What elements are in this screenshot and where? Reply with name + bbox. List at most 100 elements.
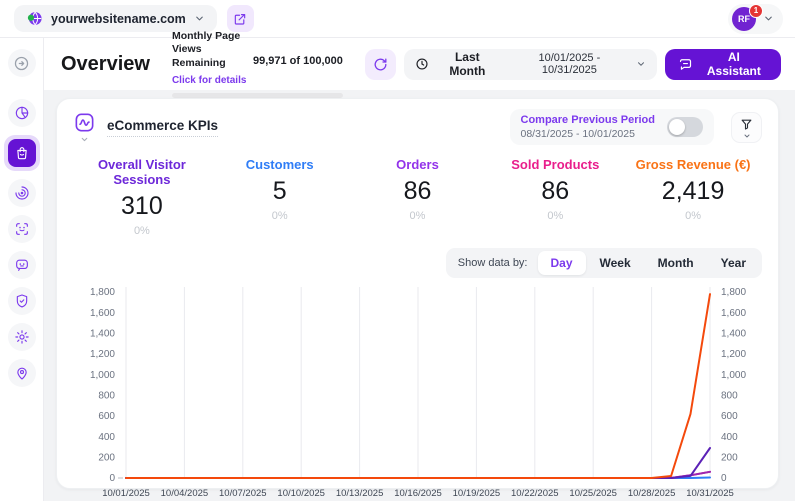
granularity-month[interactable]: Month bbox=[645, 251, 707, 275]
avatar-initials: RF bbox=[738, 13, 750, 24]
quota-progress-fill bbox=[171, 92, 343, 98]
svg-text:1,400: 1,400 bbox=[89, 329, 114, 340]
compare-label: Compare Previous Period bbox=[520, 114, 656, 126]
svg-text:10/01/2025: 10/01/2025 bbox=[102, 488, 150, 499]
sidebar-item-visitor-recognition[interactable] bbox=[7, 215, 36, 243]
kpi-delta: 0% bbox=[271, 210, 288, 222]
ai-assistant-button[interactable]: AI Assistant bbox=[664, 48, 781, 80]
svg-text:10/10/2025: 10/10/2025 bbox=[277, 488, 325, 499]
content-area: eCommerce KPIs Compare Previous Period 0… bbox=[44, 90, 795, 501]
sidebar-item-analytics[interactable] bbox=[7, 99, 36, 127]
site-favicon-icon bbox=[26, 10, 43, 27]
chevron-down-icon bbox=[80, 135, 89, 144]
svg-text:10/22/2025: 10/22/2025 bbox=[511, 488, 559, 499]
gear-icon bbox=[14, 329, 30, 345]
main-column: Overview Monthly Page Views Remaining Cl… bbox=[44, 30, 795, 501]
refresh-icon bbox=[373, 57, 388, 72]
kpi-delta: 0% bbox=[133, 225, 150, 237]
kpi-delta: 0% bbox=[685, 210, 702, 222]
svg-text:1,000: 1,000 bbox=[89, 370, 114, 381]
svg-text:800: 800 bbox=[721, 391, 738, 402]
kpi-label: Gross Revenue (€) bbox=[635, 157, 751, 172]
granularity-year[interactable]: Year bbox=[708, 251, 759, 275]
sidebar-item-chat[interactable] bbox=[7, 251, 36, 279]
svg-text:1,400: 1,400 bbox=[721, 329, 746, 340]
bag-icon bbox=[7, 139, 36, 167]
widget-selector-button[interactable] bbox=[73, 111, 96, 144]
pie-icon bbox=[14, 105, 30, 121]
filter-button[interactable] bbox=[731, 111, 762, 143]
kpi-overall-visitor-sessions: Overall Visitor Sessions 310 0% bbox=[73, 157, 211, 237]
pageviews-quota: Monthly Page Views Remaining Click for d… bbox=[171, 30, 343, 98]
compare-period-control: Compare Previous Period 08/31/2025 - 10/… bbox=[509, 109, 714, 145]
chat-bubble-icon bbox=[678, 57, 693, 72]
kpi-delta: 0% bbox=[409, 210, 426, 222]
date-range-picker[interactable]: Last Month 10/01/2025 - 10/31/2025 bbox=[403, 48, 657, 80]
granularity-week[interactable]: Week bbox=[587, 251, 644, 275]
toggle-knob bbox=[669, 119, 685, 135]
clock-icon bbox=[415, 57, 429, 71]
svg-text:1,000: 1,000 bbox=[721, 370, 746, 381]
kpi-line-chart: 10/01/2025 10/04/2025 10/07/2025 10/10/2025… bbox=[73, 282, 762, 501]
sidebar-item-settings[interactable] bbox=[7, 323, 36, 351]
granularity-switcher: Show data by: Day Week Month Year bbox=[445, 248, 762, 278]
svg-text:10/28/2025: 10/28/2025 bbox=[627, 488, 675, 499]
svg-text:10/25/2025: 10/25/2025 bbox=[569, 488, 617, 499]
site-domain: yourwebsitename.com bbox=[51, 11, 186, 26]
compare-range: 08/31/2025 - 10/01/2025 bbox=[520, 128, 635, 140]
quota-usage: 99,971 of 100,000 bbox=[252, 55, 343, 67]
trend-pulse-icon bbox=[73, 111, 96, 134]
svg-text:600: 600 bbox=[721, 411, 738, 422]
chart-canvas: 10/01/2025 10/04/2025 10/07/2025 10/10/2025… bbox=[89, 287, 746, 499]
kpi-label: Sold Products bbox=[511, 157, 600, 172]
expand-sidebar-button[interactable] bbox=[7, 49, 36, 77]
kpi-sold-products: Sold Products 86 0% bbox=[486, 157, 624, 237]
svg-text:1,200: 1,200 bbox=[721, 349, 746, 360]
bot-icon bbox=[14, 257, 30, 273]
sidebar-item-behavior[interactable] bbox=[7, 179, 36, 207]
account-menu[interactable]: RF 1 bbox=[728, 3, 783, 34]
sidebar-item-ecommerce[interactable] bbox=[3, 135, 40, 171]
page-header: Overview Monthly Page Views Remaining Cl… bbox=[44, 30, 795, 98]
scan-icon bbox=[14, 221, 30, 237]
kpi-value: 86 bbox=[541, 177, 570, 205]
svg-text:1,200: 1,200 bbox=[89, 349, 114, 360]
sidebar-item-visitor-location[interactable] bbox=[7, 359, 36, 387]
compare-toggle[interactable] bbox=[667, 117, 703, 137]
sidebar-item-privacy[interactable] bbox=[7, 287, 36, 315]
topbar: yourwebsitename.com RF 1 bbox=[0, 0, 795, 38]
kpi-row: Overall Visitor Sessions 310 0% Customers 5 0… bbox=[73, 157, 762, 237]
chevron-down-icon bbox=[743, 132, 751, 140]
kpi-label: Customers bbox=[245, 157, 314, 172]
svg-text:10/19/2025: 10/19/2025 bbox=[452, 488, 500, 499]
svg-text:10/04/2025: 10/04/2025 bbox=[160, 488, 208, 499]
chevron-down-icon bbox=[194, 13, 205, 24]
granularity-day[interactable]: Day bbox=[537, 251, 586, 275]
granularity-label: Show data by: bbox=[457, 257, 528, 269]
quota-details-link[interactable]: Click for details bbox=[171, 74, 247, 86]
sidebar bbox=[0, 38, 44, 501]
kpi-value: 310 bbox=[121, 192, 163, 220]
kpi-gross-revenue: Gross Revenue (€) 2,419 0% bbox=[624, 157, 762, 237]
svg-text:10/13/2025: 10/13/2025 bbox=[335, 488, 383, 499]
svg-text:1,600: 1,600 bbox=[89, 308, 114, 319]
ecommerce-kpis-card: eCommerce KPIs Compare Previous Period 0… bbox=[56, 98, 779, 499]
shield-icon bbox=[14, 293, 30, 309]
pin-icon bbox=[14, 365, 30, 381]
chevron-down-icon bbox=[636, 59, 646, 69]
svg-text:400: 400 bbox=[721, 432, 738, 443]
refresh-button[interactable] bbox=[364, 48, 396, 80]
chevron-down-icon bbox=[763, 13, 774, 24]
ai-assistant-label: AI Assistant bbox=[706, 50, 761, 78]
svg-text:800: 800 bbox=[98, 391, 115, 402]
svg-text:1,600: 1,600 bbox=[721, 308, 746, 319]
app-shell: Overview Monthly Page Views Remaining Cl… bbox=[0, 30, 795, 501]
period-preset: Last Month bbox=[449, 50, 486, 78]
series-gross-revenue bbox=[124, 293, 711, 479]
open-site-button[interactable] bbox=[226, 5, 254, 32]
svg-text:10/31/2025: 10/31/2025 bbox=[686, 488, 734, 499]
quota-progress-bar bbox=[171, 92, 343, 98]
site-selector[interactable]: yourwebsitename.com bbox=[14, 5, 217, 32]
notification-badge: 1 bbox=[749, 3, 763, 18]
period-range: 10/01/2025 - 10/31/2025 bbox=[538, 52, 601, 76]
